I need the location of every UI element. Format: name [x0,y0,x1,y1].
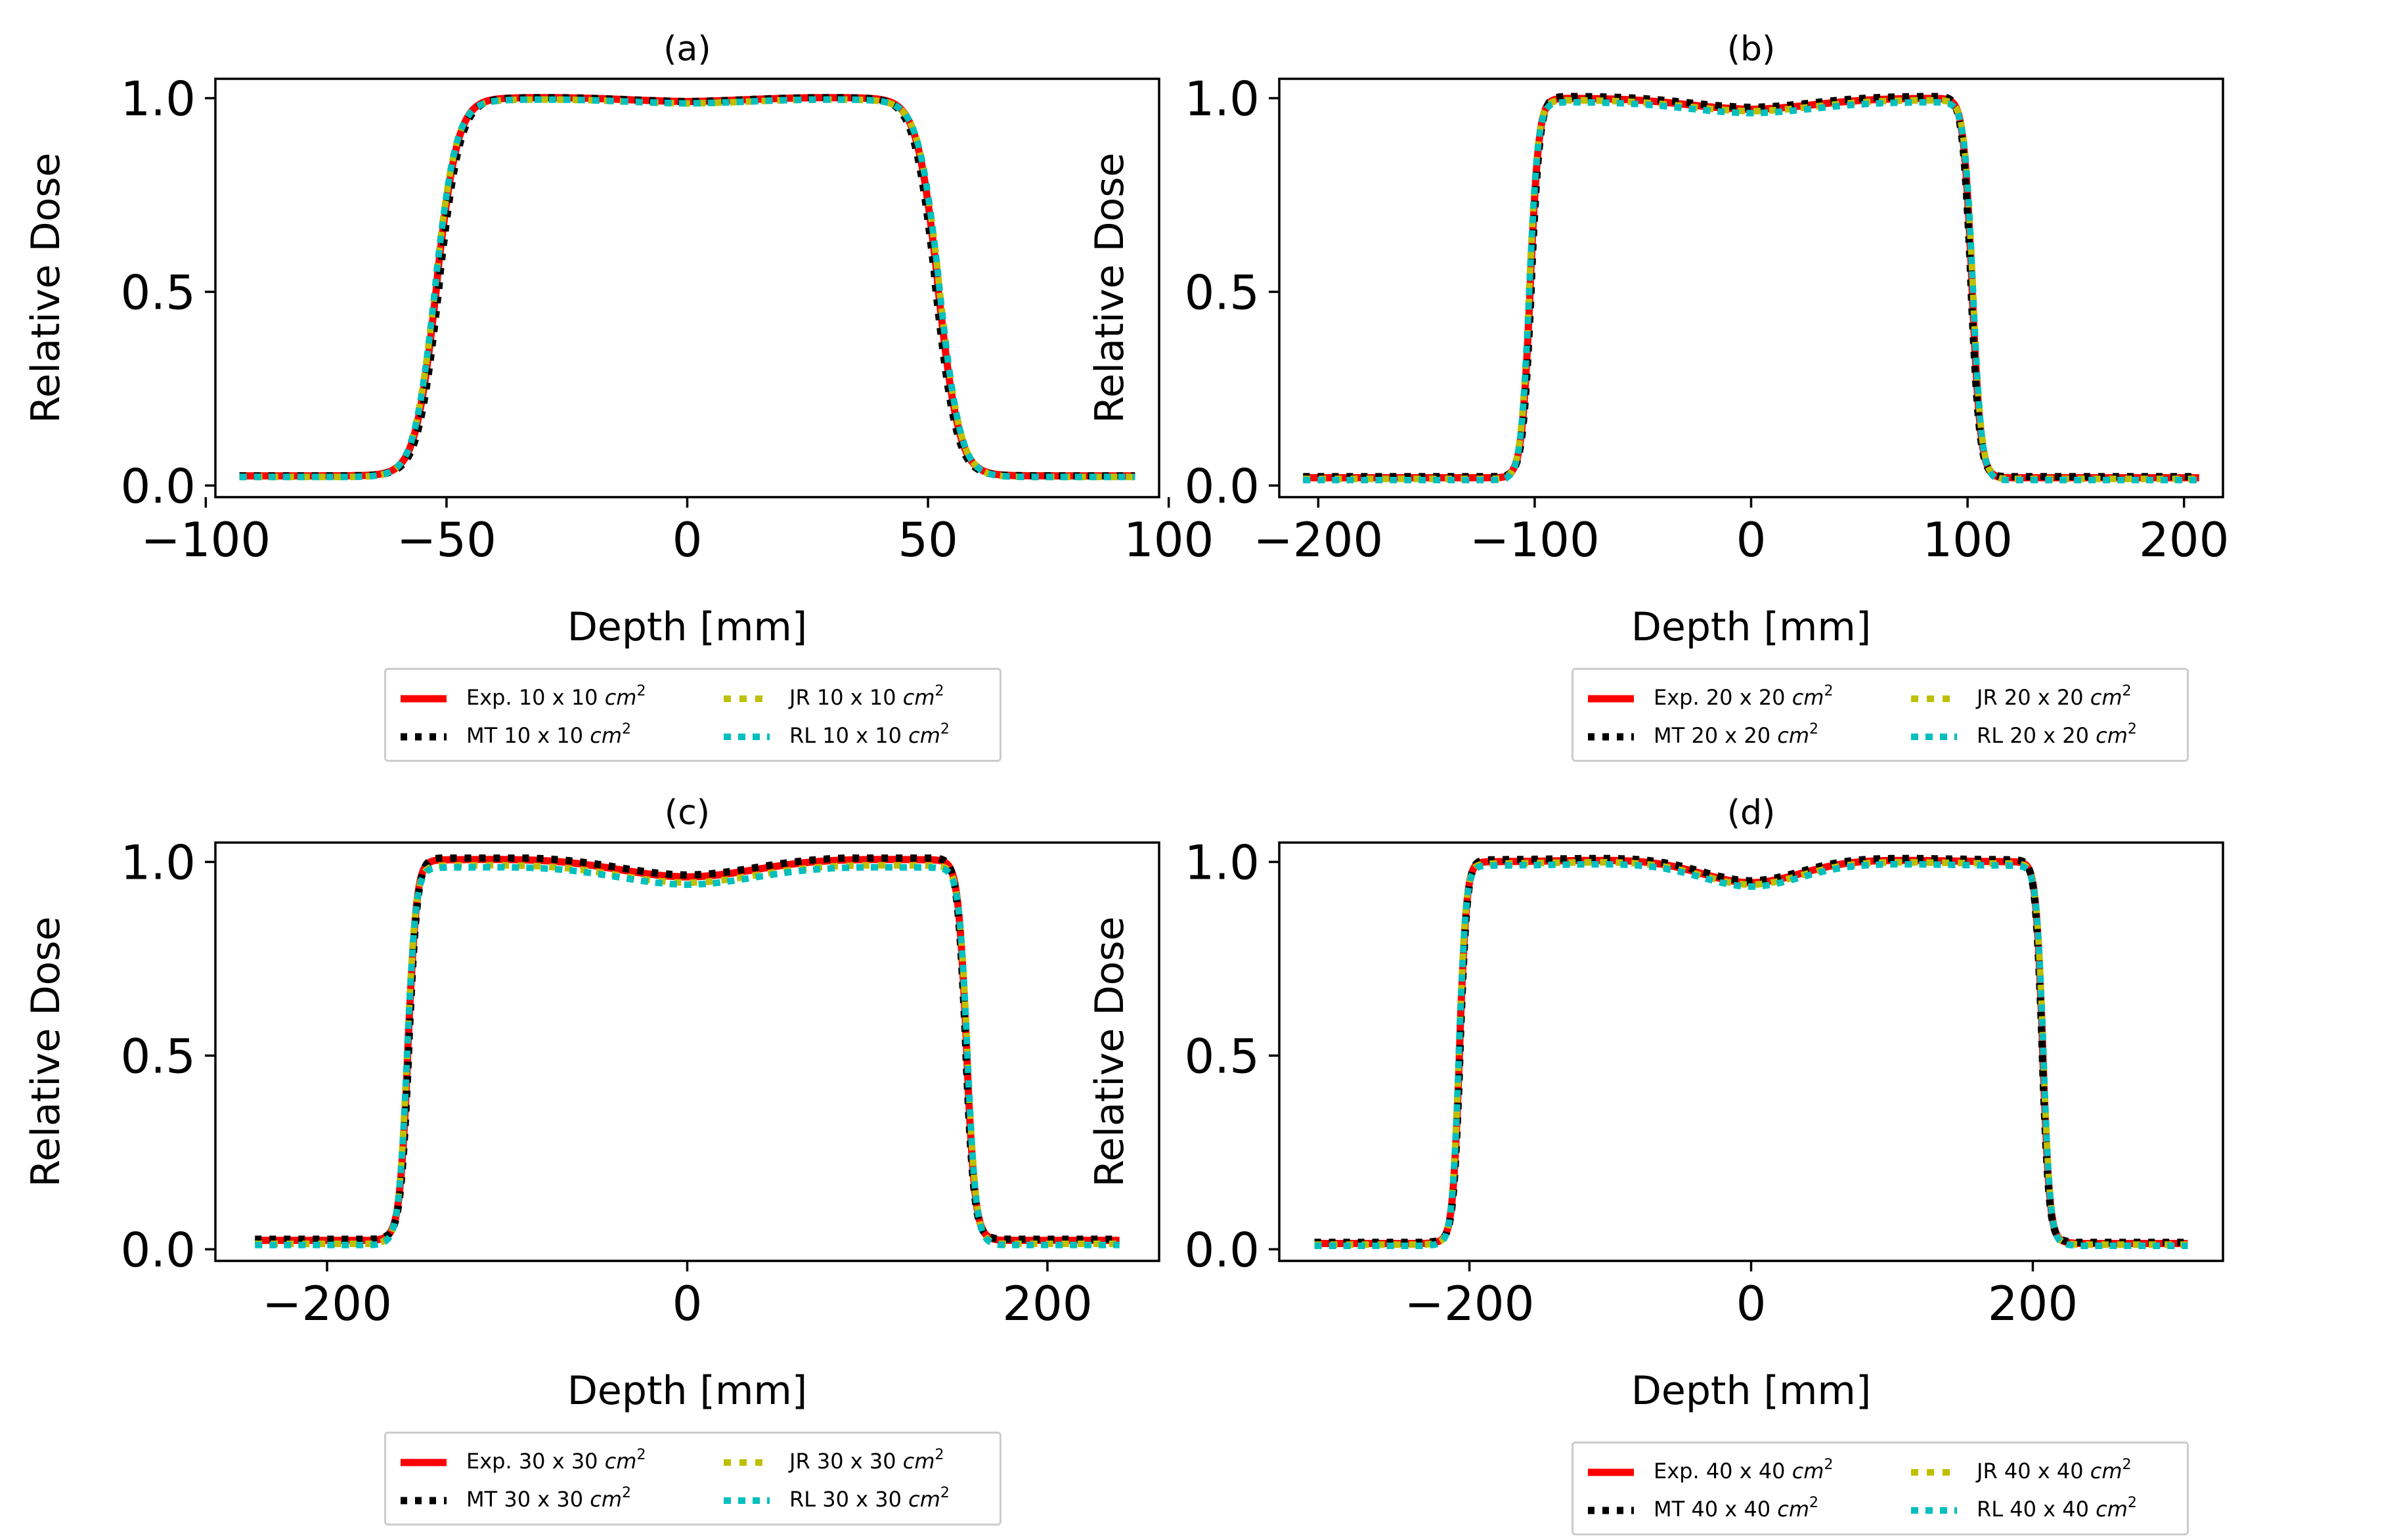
series-line-rl [1312,861,2190,1249]
legend-label: MT 10 x 10 cm2 [466,721,631,748]
legend-swatch [401,695,447,703]
legend-swatch [724,1459,770,1466]
legend-swatch [1911,734,1957,740]
legend: Exp. 40 x 40 cm2 MT 40 x 40 cm2 JR 40 x 40… [1572,1441,2189,1535]
legend-label: Exp. 30 x 30 cm2 [466,1447,646,1474]
x-axis-label: Depth [mm] [567,1368,808,1414]
legend-swatch [1911,1469,1957,1476]
y-tick-label: 1.0 [120,835,196,890]
series-group [1312,854,2190,1249]
y-tick-label: 0.5 [120,1028,196,1084]
x-tick-label: 0 [672,1276,703,1331]
x-tick-label: −50 [397,512,496,567]
legend-swatch [1588,695,1634,703]
legend: Exp. 20 x 20 cm2 MT 20 x 20 cm2 JR 20 x 20… [1572,668,2189,762]
y-axis-label: Relative Dose [23,916,69,1187]
y-tick-label: 0.5 [1184,265,1260,320]
legend-label: JR 40 x 40 cm2 [1977,1457,2132,1484]
y-tick-label: 0.5 [120,265,196,320]
y-tick-label: 0.0 [120,458,196,514]
x-tick-label: 0 [672,512,703,567]
y-tick-label: 1.0 [120,71,196,126]
panel-title: (a) [663,30,711,69]
legend-label: Exp. 40 x 40 cm2 [1654,1457,1834,1484]
series-line-rl [237,96,1137,481]
y-tick-label: 0.0 [120,1222,196,1277]
legend-swatch [1911,1507,1957,1514]
legend-label: RL 30 x 30 cm2 [789,1485,950,1512]
legend-label: Exp. 20 x 20 cm2 [1654,683,1834,710]
panel-title: (c) [665,793,710,833]
panel-b: (b) −200 −100 0 100 200 0.0 0.5 1.0 Depth [mm] Rel… [1087,30,2229,650]
x-tick-label: 0 [1736,512,1767,567]
y-axis-label: Relative Dose [23,152,69,423]
legend-label: JR 10 x 10 cm2 [789,683,944,710]
legend-label: RL 10 x 10 cm2 [789,721,950,748]
y-axis-label: Relative Dose [1087,152,1133,423]
x-axis-label: Depth [mm] [1631,604,1872,650]
y-axis-label: Relative Dose [1087,916,1133,1187]
x-tick-label: −200 [1405,1276,1535,1331]
x-tick-label: 200 [2139,512,2229,567]
legend-label: RL 40 x 40 cm2 [1977,1495,2137,1522]
x-tick-label: 200 [1002,1276,1092,1331]
legend: Exp. 30 x 30 cm2 MT 30 x 30 cm2 JR 30 x 30… [384,1432,1001,1526]
legend-swatch [724,734,770,740]
panel-title: (b) [1727,30,1776,69]
panel-a: (a) −100 −50 0 50 100 0.0 0.5 1.0 Depth [mm] Relat… [23,30,1214,650]
legend-label: RL 20 x 20 cm2 [1977,721,2137,748]
x-tick-label: 0 [1736,1276,1767,1331]
x-tick-label: 200 [1988,1276,2078,1331]
series-line-rl [1301,99,2201,483]
x-tick-label: −200 [262,1276,392,1331]
series-group [237,94,1137,481]
x-tick-label: −100 [1470,512,1600,567]
x-tick-label: −200 [1253,512,1383,567]
x-tick-label: 100 [1124,512,1214,567]
legend-label: MT 30 x 30 cm2 [466,1485,631,1512]
x-tick-label: 50 [898,512,958,567]
legend-label: MT 40 x 40 cm2 [1654,1495,1818,1522]
y-tick-label: 1.0 [1184,71,1260,126]
y-tick-label: 1.0 [1184,835,1260,890]
legend-label: JR 30 x 30 cm2 [789,1447,944,1474]
series-line-rl [253,864,1122,1248]
legend-swatch [724,695,770,702]
legend-swatch [1588,733,1634,741]
legend-swatch [401,1459,447,1466]
x-tick-label: −100 [141,512,271,567]
legend-label: MT 20 x 20 cm2 [1654,721,1818,748]
series-line-jr [237,96,1137,481]
x-tick-label: 100 [1922,512,2012,567]
legend-label: Exp. 10 x 10 cm2 [466,683,646,710]
legend: Exp. 10 x 10 cm2 MT 10 x 10 cm2 JR 10 x 10… [384,668,1001,762]
panel-d: (d) −200 0 200 0.0 0.5 1.0 Depth [mm] Relative D… [1087,793,2224,1414]
series-group [252,854,1122,1248]
legend-swatch [724,1497,770,1504]
y-tick-label: 0.5 [1184,1028,1260,1084]
legend-swatch [1588,1507,1634,1514]
panel-c: (c) −200 0 200 0.0 0.5 1.0 Depth [mm] Relative D… [23,793,1160,1414]
legend-label: JR 20 x 20 cm2 [1977,683,2132,710]
series-line-mt [1300,93,2202,481]
legend-swatch [401,1497,447,1505]
legend-swatch [1911,695,1957,702]
legend-swatch [1588,1468,1634,1476]
y-tick-label: 0.0 [1184,1222,1260,1277]
legend-swatch [401,733,447,741]
panel-title: (d) [1727,793,1776,833]
x-axis-label: Depth [mm] [567,604,808,650]
series-group [1300,93,2202,483]
x-axis-label: Depth [mm] [1631,1368,1872,1414]
y-tick-label: 0.0 [1184,458,1260,514]
